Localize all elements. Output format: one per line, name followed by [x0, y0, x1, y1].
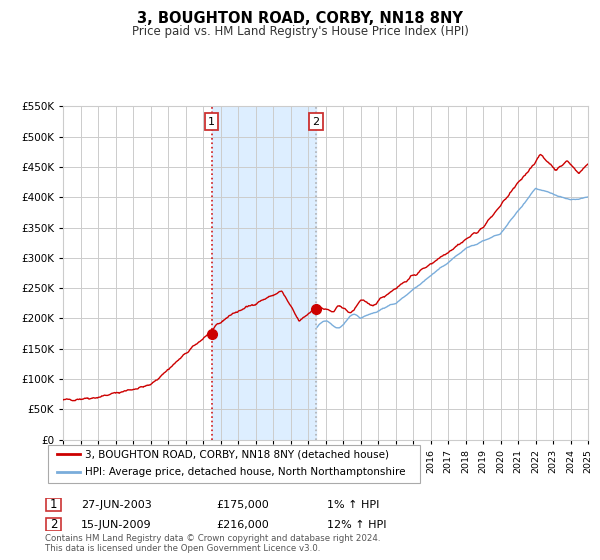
Text: Price paid vs. HM Land Registry's House Price Index (HPI): Price paid vs. HM Land Registry's House …: [131, 25, 469, 38]
Text: 2: 2: [313, 116, 319, 127]
Text: HPI: Average price, detached house, North Northamptonshire: HPI: Average price, detached house, Nort…: [85, 467, 406, 477]
Text: This data is licensed under the Open Government Licence v3.0.: This data is licensed under the Open Gov…: [45, 544, 320, 553]
FancyBboxPatch shape: [46, 498, 61, 511]
Text: 27-JUN-2003: 27-JUN-2003: [81, 500, 152, 510]
Text: Contains HM Land Registry data © Crown copyright and database right 2024.: Contains HM Land Registry data © Crown c…: [45, 534, 380, 543]
Text: 1: 1: [50, 498, 57, 511]
Text: 3, BOUGHTON ROAD, CORBY, NN18 8NY: 3, BOUGHTON ROAD, CORBY, NN18 8NY: [137, 11, 463, 26]
Text: £175,000: £175,000: [216, 500, 269, 510]
FancyBboxPatch shape: [46, 518, 61, 531]
Bar: [212, 106, 316, 440]
Text: 3, BOUGHTON ROAD, CORBY, NN18 8NY (detached house): 3, BOUGHTON ROAD, CORBY, NN18 8NY (detac…: [85, 449, 389, 459]
Text: 12% ↑ HPI: 12% ↑ HPI: [327, 520, 386, 530]
FancyBboxPatch shape: [48, 445, 420, 483]
Text: 1% ↑ HPI: 1% ↑ HPI: [327, 500, 379, 510]
Text: 15-JUN-2009: 15-JUN-2009: [81, 520, 152, 530]
Text: £216,000: £216,000: [216, 520, 269, 530]
Text: 2: 2: [50, 518, 57, 531]
Text: 1: 1: [208, 116, 215, 127]
